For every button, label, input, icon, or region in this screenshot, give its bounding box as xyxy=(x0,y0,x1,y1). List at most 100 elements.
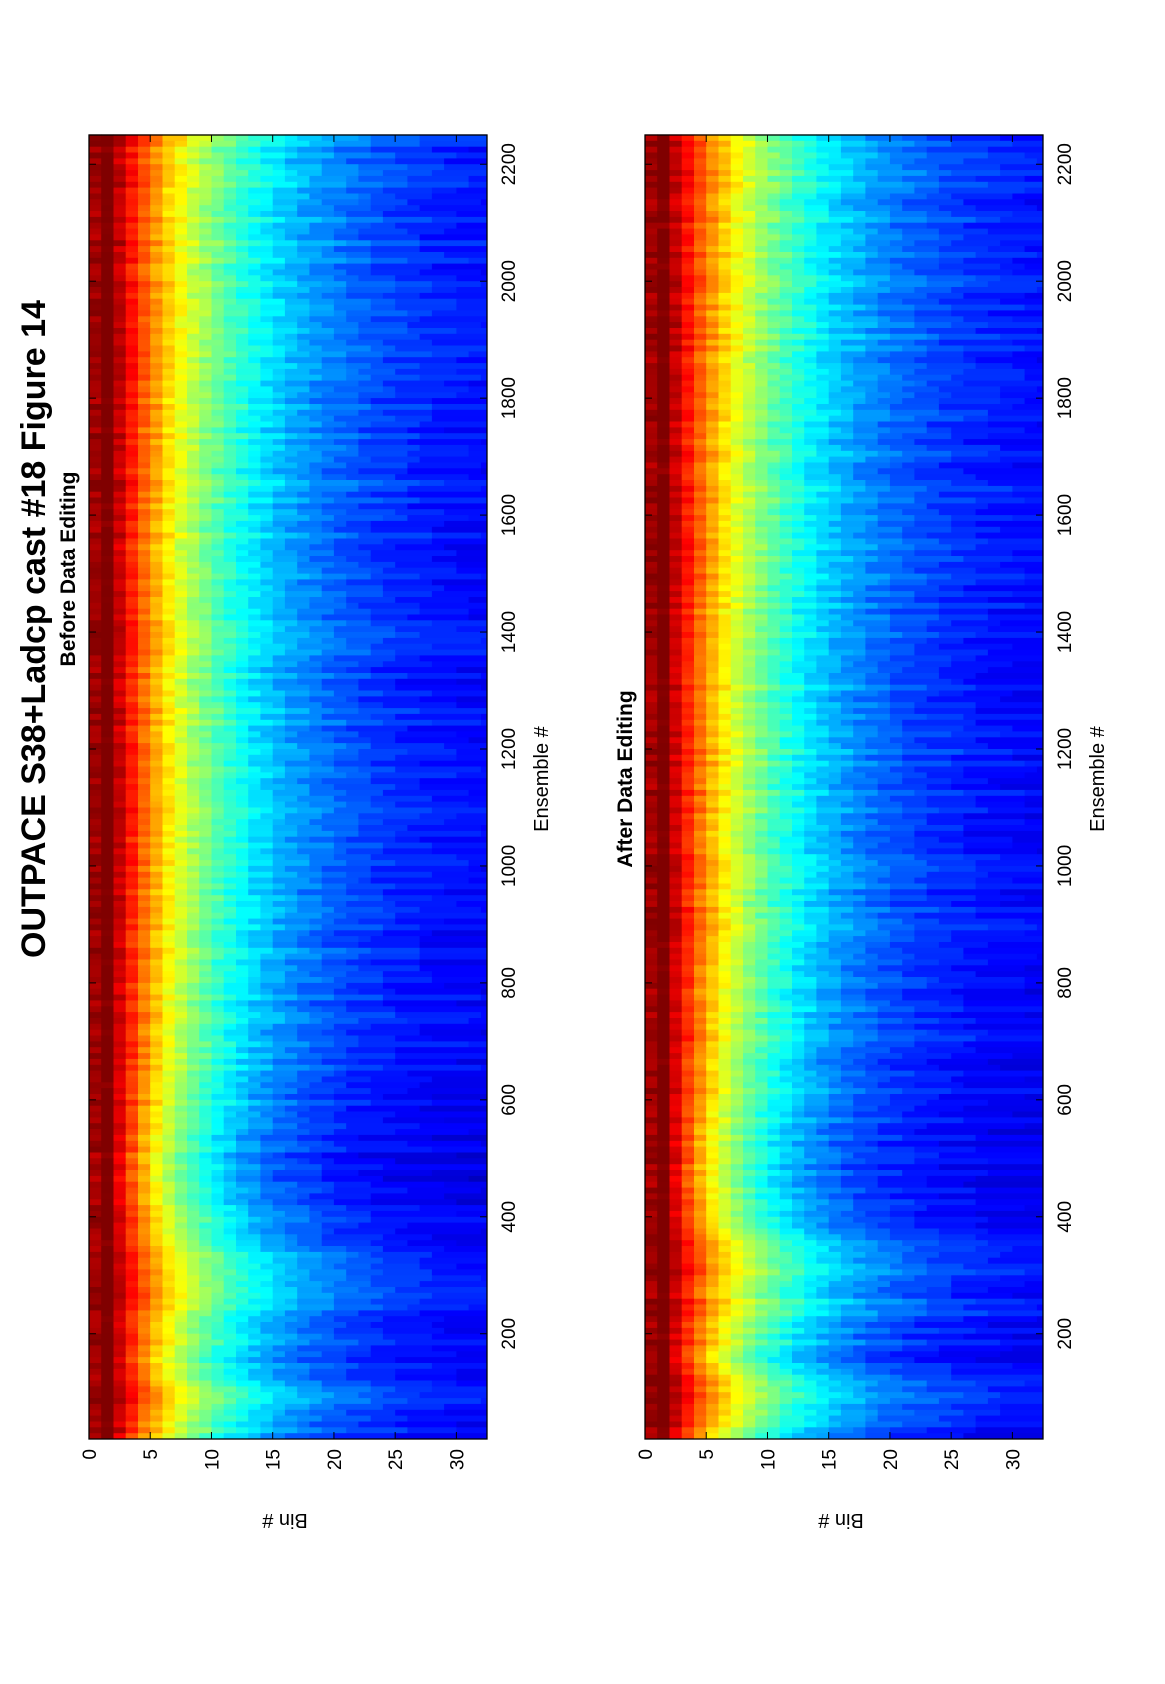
heatmap-cell xyxy=(273,398,286,404)
heatmap-cell xyxy=(285,596,310,602)
heatmap-cell xyxy=(114,398,127,404)
heatmap-cell xyxy=(309,667,322,673)
heatmap-cell xyxy=(260,561,297,567)
heatmap-cell xyxy=(260,784,285,790)
heatmap-cell xyxy=(138,766,151,772)
heatmap-cell xyxy=(163,801,176,807)
heatmap-cell xyxy=(670,1257,683,1263)
heatmap-cell xyxy=(101,941,114,947)
heatmap-cell xyxy=(248,497,273,503)
heatmap-cell xyxy=(175,1398,188,1404)
heatmap-cell xyxy=(792,1310,805,1316)
heatmap-cell xyxy=(175,1088,188,1094)
heatmap-cell xyxy=(126,655,139,661)
heatmap-cell xyxy=(101,585,114,591)
heatmap-cell xyxy=(358,503,407,509)
heatmap-cell xyxy=(358,708,420,714)
heatmap-cell xyxy=(187,292,212,298)
heatmap-cell xyxy=(743,1398,756,1404)
heatmap-cell xyxy=(334,246,371,252)
heatmap-cell xyxy=(682,1392,695,1398)
heatmap-cell xyxy=(101,1304,114,1310)
heatmap-cell xyxy=(187,1140,200,1146)
heatmap-cell xyxy=(407,1187,481,1193)
heatmap-cell xyxy=(101,1123,114,1129)
heatmap-cell xyxy=(358,1017,407,1023)
heatmap-cell xyxy=(236,865,249,871)
heatmap-cell xyxy=(706,1386,719,1392)
heatmap-cell xyxy=(236,1111,261,1117)
heatmap-cell xyxy=(175,678,188,684)
heatmap-cell xyxy=(285,708,310,714)
heatmap-cell xyxy=(743,1357,756,1363)
heatmap-cell xyxy=(163,450,176,456)
heatmap-cell xyxy=(432,409,488,415)
heatmap-cell xyxy=(248,263,261,269)
heatmap-cell xyxy=(89,146,102,152)
heatmap-cell xyxy=(285,170,298,176)
heatmap-cell xyxy=(456,368,487,374)
heatmap-cell xyxy=(236,550,249,556)
heatmap-cell xyxy=(138,327,151,333)
heatmap-cell xyxy=(199,579,212,585)
heatmap-cell xyxy=(285,380,310,386)
heatmap-cell xyxy=(273,1257,298,1263)
heatmap-cell xyxy=(89,848,102,854)
heatmap-cell xyxy=(101,766,114,772)
heatmap-cell xyxy=(150,895,163,901)
heatmap-cell xyxy=(150,1111,163,1117)
heatmap-cell xyxy=(1012,1345,1043,1351)
heatmap-cell xyxy=(755,1246,768,1252)
heatmap-cell xyxy=(853,1327,866,1333)
heatmap-cell xyxy=(248,877,273,883)
heatmap-cell xyxy=(309,1210,322,1216)
heatmap-cell xyxy=(212,363,225,369)
heatmap-cell xyxy=(163,719,176,725)
heatmap-cell xyxy=(212,1403,225,1409)
heatmap-cell xyxy=(89,1362,102,1368)
heatmap-cell xyxy=(224,789,237,795)
heatmap-cell xyxy=(407,825,481,831)
heatmap-cell xyxy=(114,538,127,544)
heatmap-cell xyxy=(126,971,139,977)
heatmap-cell xyxy=(297,778,322,784)
heatmap-cell xyxy=(199,427,212,433)
heatmap-cell xyxy=(469,801,488,807)
heatmap-cell xyxy=(187,1210,200,1216)
heatmap-cell xyxy=(407,199,481,205)
heatmap-cell xyxy=(150,269,163,275)
heatmap-cell xyxy=(150,1263,163,1269)
heatmap-cell xyxy=(853,1368,866,1374)
heatmap-cell xyxy=(175,906,188,912)
heatmap-cell xyxy=(150,930,163,936)
heatmap-cell xyxy=(175,450,188,456)
heatmap-cell xyxy=(371,1275,433,1281)
heatmap-cell xyxy=(273,497,298,503)
heatmap-cell xyxy=(212,1386,237,1392)
heatmap-cell xyxy=(114,415,127,421)
heatmap-cell xyxy=(420,953,488,959)
heatmap-cell xyxy=(138,684,151,690)
heatmap-cell xyxy=(260,1228,285,1234)
heatmap-cell xyxy=(682,1368,695,1374)
heatmap-cell xyxy=(273,585,286,591)
heatmap-cell xyxy=(358,830,395,836)
heatmap-cell xyxy=(199,690,212,696)
heatmap-cell xyxy=(334,579,347,585)
heatmap-cell xyxy=(212,1076,225,1082)
heatmap-cell xyxy=(260,532,273,538)
heatmap-cell xyxy=(224,895,237,901)
heatmap-cell xyxy=(212,585,225,591)
heatmap-cell xyxy=(114,1398,127,1404)
heatmap-cell xyxy=(163,1427,176,1433)
heatmap-cell xyxy=(199,959,212,965)
heatmap-cell xyxy=(89,1210,102,1216)
heatmap-cell xyxy=(865,1275,878,1281)
heatmap-cell xyxy=(175,971,188,977)
heatmap-cell xyxy=(670,1310,683,1316)
heatmap-cell xyxy=(114,1304,127,1310)
heatmap-cell xyxy=(755,1380,768,1386)
heatmap-cell xyxy=(706,1398,719,1404)
heatmap-cell xyxy=(212,754,225,760)
heatmap-cell xyxy=(285,1187,322,1193)
